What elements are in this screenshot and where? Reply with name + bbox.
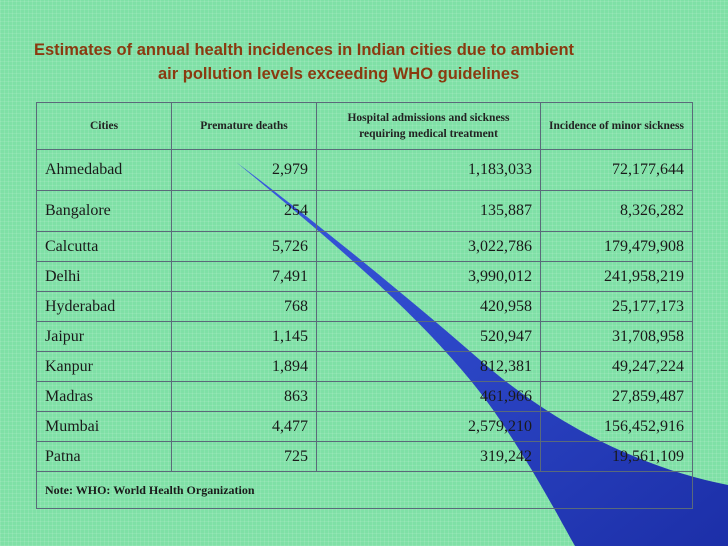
header-cities: Cities bbox=[36, 102, 172, 150]
minor-sickness-cell: 31,708,958 bbox=[540, 321, 693, 352]
premature-deaths-cell: 725 bbox=[171, 441, 317, 472]
hospital-admissions-cell: 135,887 bbox=[316, 190, 541, 232]
hospital-admissions-cell: 1,183,033 bbox=[316, 149, 541, 191]
city-cell: Patna bbox=[36, 441, 172, 472]
minor-sickness-cell: 241,958,219 bbox=[540, 261, 693, 292]
table-header-row: Cities Premature deaths Hospital admissi… bbox=[36, 102, 693, 150]
city-cell: Madras bbox=[36, 381, 172, 412]
premature-deaths-cell: 2,979 bbox=[171, 149, 317, 191]
table-row: Bangalore 254 135,887 8,326,282 bbox=[36, 190, 693, 232]
city-cell: Jaipur bbox=[36, 321, 172, 352]
hospital-admissions-cell: 461,966 bbox=[316, 381, 541, 412]
table-row: Patna 725 319,242 19,561,109 bbox=[36, 441, 693, 472]
city-cell: Kanpur bbox=[36, 351, 172, 382]
minor-sickness-cell: 25,177,173 bbox=[540, 291, 693, 322]
hospital-admissions-cell: 3,990,012 bbox=[316, 261, 541, 292]
city-cell: Delhi bbox=[36, 261, 172, 292]
title-line-2: air pollution levels exceeding WHO guide… bbox=[158, 65, 520, 83]
table-row: Jaipur 1,145 520,947 31,708,958 bbox=[36, 321, 693, 352]
hospital-admissions-cell: 812,381 bbox=[316, 351, 541, 382]
premature-deaths-cell: 4,477 bbox=[171, 411, 317, 442]
slide-title: Estimates of annual health incidences in… bbox=[0, 38, 728, 86]
city-cell: Ahmedabad bbox=[36, 149, 172, 191]
minor-sickness-cell: 72,177,644 bbox=[540, 149, 693, 191]
table-row: Ahmedabad 2,979 1,183,033 72,177,644 bbox=[36, 149, 693, 191]
city-cell: Calcutta bbox=[36, 231, 172, 262]
table-row: Kanpur 1,894 812,381 49,247,224 bbox=[36, 351, 693, 382]
hospital-admissions-cell: 2,579,210 bbox=[316, 411, 541, 442]
premature-deaths-cell: 5,726 bbox=[171, 231, 317, 262]
table-row: Mumbai 4,477 2,579,210 156,452,916 bbox=[36, 411, 693, 442]
minor-sickness-cell: 49,247,224 bbox=[540, 351, 693, 382]
table-note: Note: WHO: World Health Organization bbox=[36, 471, 693, 509]
health-incidence-table: Cities Premature deaths Hospital admissi… bbox=[36, 102, 693, 509]
hospital-admissions-cell: 3,022,786 bbox=[316, 231, 541, 262]
premature-deaths-cell: 7,491 bbox=[171, 261, 317, 292]
table-row: Hyderabad 768 420,958 25,177,173 bbox=[36, 291, 693, 322]
premature-deaths-cell: 768 bbox=[171, 291, 317, 322]
minor-sickness-cell: 27,859,487 bbox=[540, 381, 693, 412]
city-cell: Mumbai bbox=[36, 411, 172, 442]
table-row: Delhi 7,491 3,990,012 241,958,219 bbox=[36, 261, 693, 292]
hospital-admissions-cell: 319,242 bbox=[316, 441, 541, 472]
minor-sickness-cell: 156,452,916 bbox=[540, 411, 693, 442]
header-minor-sickness: Incidence of minor sickness bbox=[540, 102, 693, 150]
title-line-1: Estimates of annual health incidences in… bbox=[34, 41, 575, 59]
minor-sickness-cell: 19,561,109 bbox=[540, 441, 693, 472]
table-row: Madras 863 461,966 27,859,487 bbox=[36, 381, 693, 412]
premature-deaths-cell: 254 bbox=[171, 190, 317, 232]
city-cell: Hyderabad bbox=[36, 291, 172, 322]
minor-sickness-cell: 179,479,908 bbox=[540, 231, 693, 262]
minor-sickness-cell: 8,326,282 bbox=[540, 190, 693, 232]
hospital-admissions-cell: 420,958 bbox=[316, 291, 541, 322]
city-cell: Bangalore bbox=[36, 190, 172, 232]
header-premature-deaths: Premature deaths bbox=[171, 102, 317, 150]
header-hospital-admissions: Hospital admissions and sickness requiri… bbox=[316, 102, 541, 150]
premature-deaths-cell: 1,145 bbox=[171, 321, 317, 352]
premature-deaths-cell: 863 bbox=[171, 381, 317, 412]
table-row: Calcutta 5,726 3,022,786 179,479,908 bbox=[36, 231, 693, 262]
premature-deaths-cell: 1,894 bbox=[171, 351, 317, 382]
table-note-row: Note: WHO: World Health Organization bbox=[36, 471, 693, 509]
hospital-admissions-cell: 520,947 bbox=[316, 321, 541, 352]
